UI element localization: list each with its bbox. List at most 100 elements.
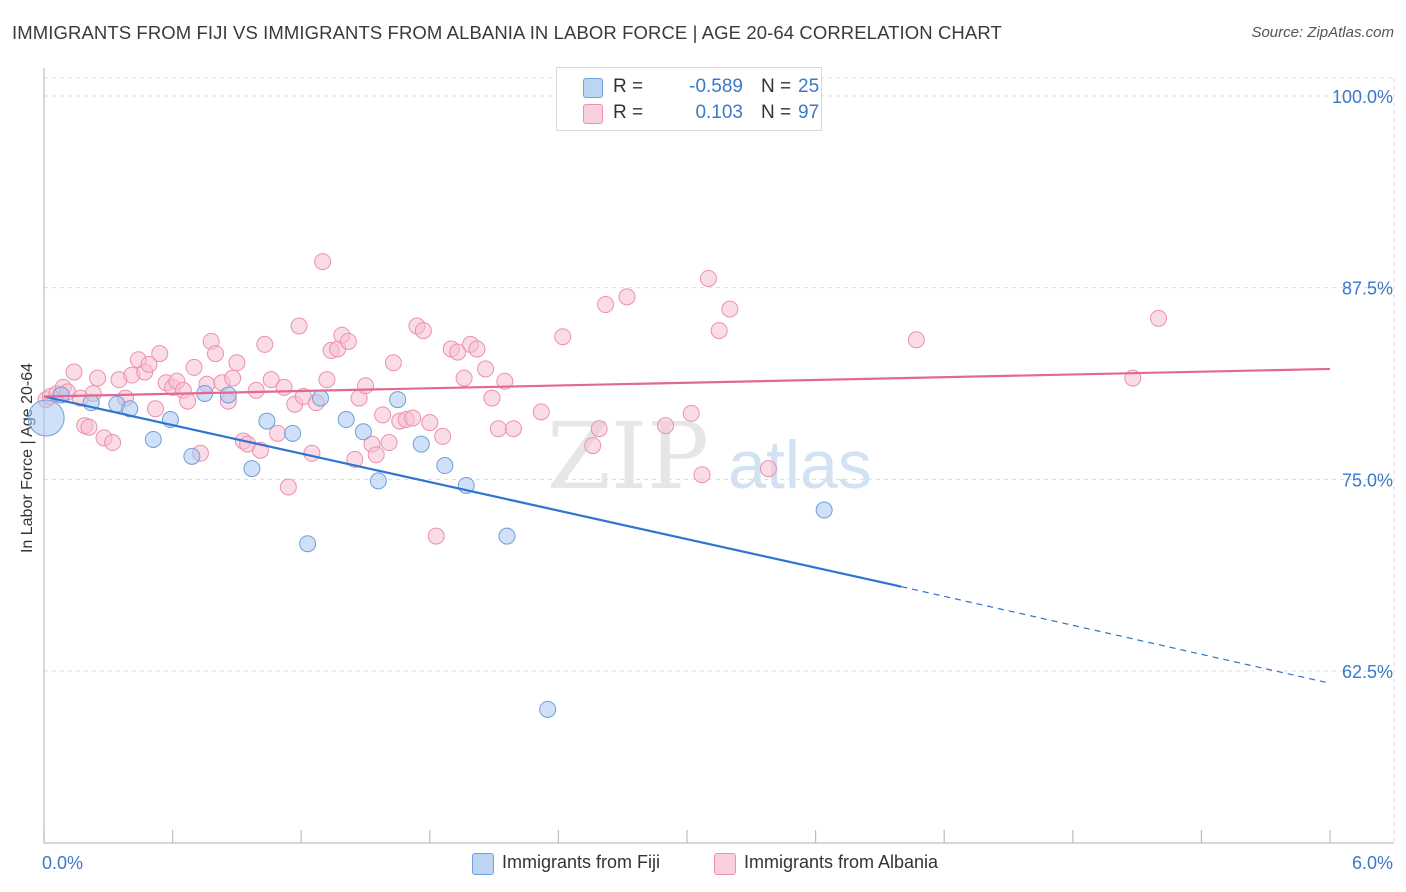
legend-n-value: 97 — [798, 102, 820, 123]
albania-point — [489, 420, 507, 438]
trend-layer — [43, 367, 1331, 684]
albania-point — [710, 322, 728, 340]
fiji-point — [258, 412, 276, 430]
fiji-point — [539, 700, 557, 718]
y-tick-label: 75.0% — [1342, 470, 1393, 490]
albania-point — [104, 434, 122, 452]
fiji-point — [498, 527, 516, 545]
albania-point — [224, 369, 242, 387]
fiji-point — [337, 411, 355, 429]
albania-trend-line — [43, 367, 1331, 398]
albania-point — [504, 420, 522, 438]
watermark-zip: ZIP — [547, 403, 709, 510]
fiji-trend-extension — [901, 586, 1331, 684]
albania-point — [907, 331, 925, 349]
albania-point — [404, 409, 422, 427]
fiji-point — [299, 535, 317, 553]
albania-point — [314, 253, 332, 271]
albania-point — [65, 363, 83, 381]
albania-point — [256, 335, 274, 353]
fiji-point — [311, 389, 329, 407]
fiji-point — [284, 424, 302, 442]
x-tick-label-max: 6.0% — [1352, 853, 1393, 873]
albania-point — [427, 527, 445, 545]
albania-point — [434, 427, 452, 445]
albania-point — [380, 434, 398, 452]
fiji-points-layer — [27, 384, 833, 718]
albania-point — [449, 343, 467, 361]
legend-n-label: N = — [761, 76, 792, 97]
albania-point — [590, 420, 608, 438]
fiji-point — [369, 472, 387, 490]
x-tick-label-min: 0.0% — [42, 853, 83, 873]
legend-r-value: 0.103 — [695, 102, 743, 123]
albania-point — [89, 369, 107, 387]
fiji-point — [412, 435, 430, 453]
albania-point — [554, 328, 572, 346]
legend-n-label: N = — [761, 102, 792, 123]
albania-point — [290, 317, 308, 335]
albania-point — [618, 288, 636, 306]
legend-swatch-fiji — [583, 78, 603, 98]
watermark-atlas: atlas — [728, 427, 872, 503]
albania-point — [657, 417, 675, 435]
albania-point — [532, 403, 550, 421]
tick-label-layer: 100.0% 87.5% 75.0% 62.5% 0.0% 6.0% — [42, 87, 1393, 873]
albania-point — [699, 269, 717, 287]
albania-point — [303, 444, 321, 462]
albania-point — [80, 418, 98, 436]
albania-point — [247, 381, 265, 399]
y-tick-label: 87.5% — [1342, 279, 1393, 299]
albania-point — [1150, 309, 1168, 327]
albania-point — [759, 460, 777, 478]
albania-point — [682, 404, 700, 422]
fiji-point — [27, 399, 65, 437]
albania-point — [414, 322, 432, 340]
albania-point — [275, 378, 293, 396]
albania-point — [584, 437, 602, 455]
legend-swatch-albania — [583, 104, 603, 124]
legend-r-label: R = — [613, 76, 644, 97]
fiji-point — [121, 400, 139, 418]
watermark: ZIP atlas — [547, 403, 872, 510]
albania-point — [179, 392, 197, 410]
albania-point — [318, 371, 336, 389]
albania-point — [339, 332, 357, 350]
albania-point — [206, 345, 224, 363]
albania-point — [455, 369, 473, 387]
fiji-point — [436, 457, 454, 475]
albania-point — [357, 377, 374, 395]
albania-point — [262, 371, 280, 389]
fiji-point — [389, 391, 407, 409]
fiji-point — [815, 501, 833, 519]
albania-point — [374, 406, 392, 424]
albania-point — [468, 340, 486, 358]
albania-point — [384, 354, 402, 372]
albania-point — [146, 400, 164, 418]
legend-r-value: -0.589 — [689, 76, 743, 97]
source-label: Source: ZipAtlas.com — [1251, 24, 1394, 41]
albania-point — [496, 372, 514, 390]
bottom-legend-swatch-fiji — [472, 853, 494, 875]
fiji-point — [219, 386, 237, 404]
albania-point — [367, 446, 385, 464]
axis-layer — [43, 68, 1394, 844]
y-tick-label: 100.0% — [1332, 87, 1393, 107]
fiji-point — [243, 460, 261, 478]
albania-point — [151, 345, 169, 363]
bottom-legend-label-albania: Immigrants from Albania — [744, 852, 939, 872]
fiji-point — [183, 447, 201, 465]
albania-point — [228, 354, 246, 372]
grid-layer — [44, 77, 1395, 843]
albania-point — [185, 358, 203, 376]
fiji-point — [354, 423, 372, 441]
legend: R = -0.589 N = 25 R = 0.103 N = 97 — [556, 67, 822, 131]
y-tick-label: 62.5% — [1342, 662, 1393, 682]
albania-point — [279, 478, 297, 496]
albania-point — [140, 355, 158, 373]
fiji-trend-line — [43, 395, 902, 588]
albania-point — [597, 296, 615, 314]
legend-n-value: 25 — [798, 76, 820, 97]
albania-point — [721, 300, 739, 318]
